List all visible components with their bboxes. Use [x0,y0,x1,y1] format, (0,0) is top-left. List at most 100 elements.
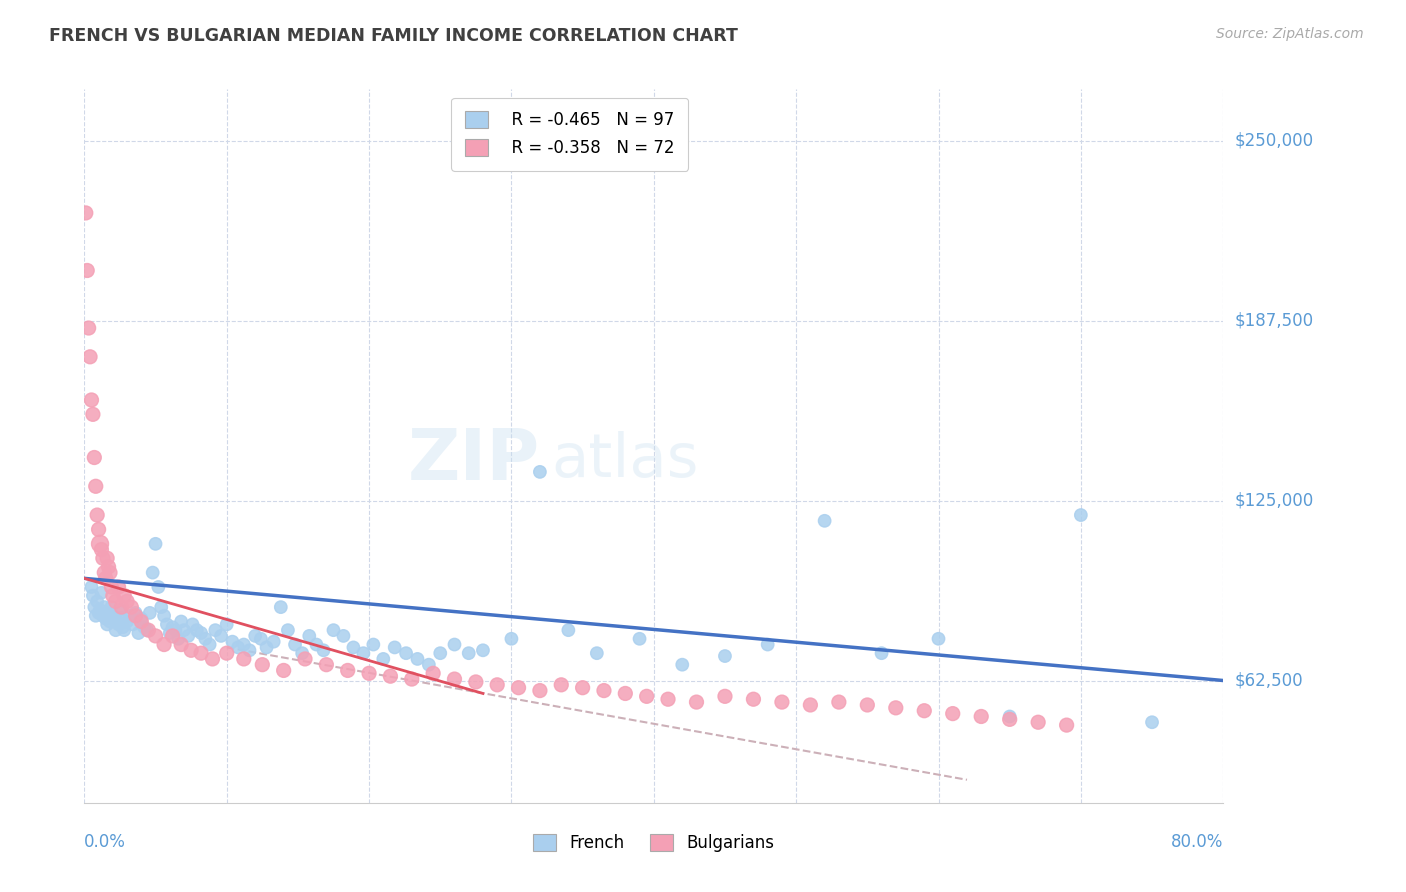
Point [593,683,616,698]
Point [501,632,523,646]
Point [312,643,335,657]
Point [170,638,193,652]
Point [204,623,226,637]
Text: 0.0%: 0.0% [84,833,127,851]
Point [226,640,249,655]
Point [363,638,385,652]
Point [150,600,173,615]
Point [322,623,344,637]
Text: $187,500: $187,500 [1234,312,1313,330]
Point [108,603,131,617]
Point [395,646,418,660]
Point [429,646,451,660]
Point [756,638,779,652]
Point [104,623,127,637]
Point [418,657,440,672]
Point [215,646,238,660]
Point [111,620,134,634]
Point [100,600,122,615]
Point [115,615,138,629]
Point [284,638,307,652]
Point [315,657,337,672]
Point [127,626,149,640]
Point [263,634,285,648]
Point [1070,508,1092,522]
Point [91,551,114,566]
Point [173,623,195,637]
Point [180,643,202,657]
Point [464,675,486,690]
Point [94,571,117,585]
Point [93,566,115,580]
Text: atlas: atlas [551,431,699,490]
Point [96,617,118,632]
Point [884,701,907,715]
Point [96,551,118,566]
Point [928,632,950,646]
Point [508,681,530,695]
Text: $62,500: $62,500 [1234,672,1303,690]
Point [134,620,156,634]
Point [232,652,254,666]
Point [256,640,278,655]
Point [104,594,127,608]
Point [1140,715,1163,730]
Point [209,629,232,643]
Point [970,709,993,723]
Point [138,623,160,637]
Point [252,657,274,672]
Point [177,629,200,643]
Point [422,666,444,681]
Point [110,612,132,626]
Point [83,450,105,465]
Point [112,589,135,603]
Point [79,350,101,364]
Point [91,608,114,623]
Point [145,537,167,551]
Point [571,681,593,695]
Point [714,690,737,704]
Point [232,638,254,652]
Point [89,537,111,551]
Point [93,600,115,615]
Point [457,646,479,660]
Point [942,706,965,721]
Point [472,643,495,657]
Point [101,608,124,623]
Point [238,643,260,657]
Point [215,617,238,632]
Point [201,652,224,666]
Point [107,580,129,594]
Point [84,608,107,623]
Point [162,620,184,634]
Point [657,692,679,706]
Point [529,465,551,479]
Point [87,606,110,620]
Text: FRENCH VS BULGARIAN MEDIAN FAMILY INCOME CORRELATION CHART: FRENCH VS BULGARIAN MEDIAN FAMILY INCOME… [49,27,738,45]
Point [557,623,579,637]
Point [406,652,429,666]
Point [120,600,142,615]
Point [165,623,187,637]
Point [799,698,821,712]
Point [84,479,107,493]
Point [380,669,402,683]
Point [115,594,138,608]
Point [550,678,572,692]
Point [190,646,212,660]
Point [245,629,267,643]
Point [221,634,243,648]
Point [170,615,193,629]
Point [97,559,120,574]
Point [87,523,110,537]
Point [870,646,893,660]
Point [110,600,132,615]
Point [90,542,112,557]
Point [131,612,153,626]
Legend: French, Bulgarians: French, Bulgarians [526,827,782,859]
Point [332,629,354,643]
Point [90,586,112,600]
Point [80,392,103,407]
Point [86,508,108,522]
Text: 80.0%: 80.0% [1171,833,1223,851]
